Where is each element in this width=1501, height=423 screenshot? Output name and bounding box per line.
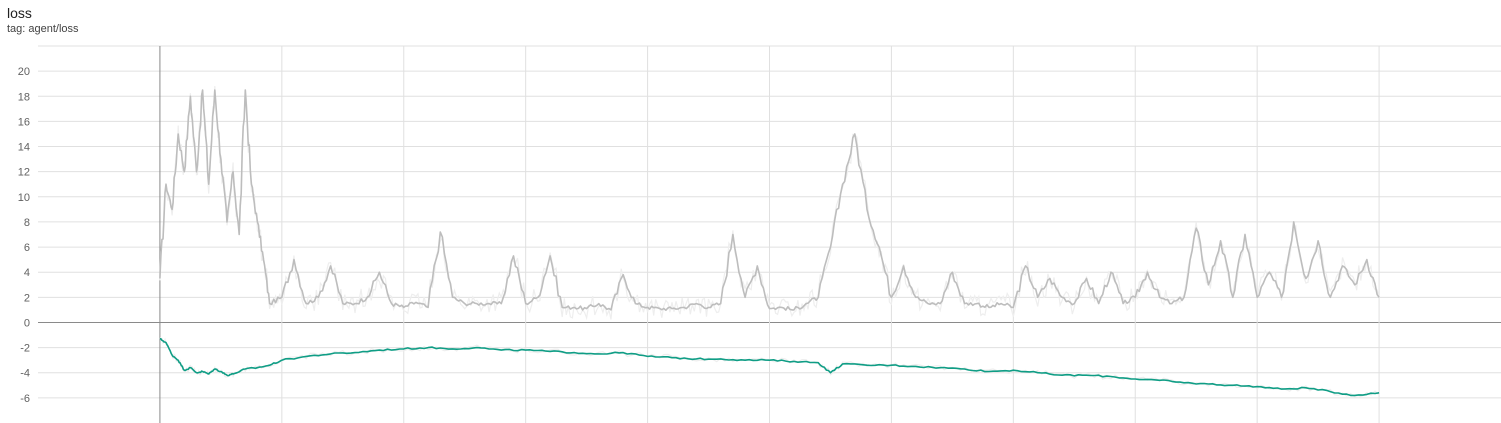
- y-tick-label: 0: [24, 317, 30, 329]
- y-tick-label: -2: [20, 343, 30, 355]
- y-tick-label: -4: [20, 368, 30, 380]
- y-tick-labels: -6 -4 -2 0 2 4 6 8 10 12 14 16 18 20: [18, 66, 30, 405]
- y-tick-label: 16: [18, 116, 30, 128]
- y-tick-label: 4: [24, 267, 30, 279]
- y-tick-label: 10: [18, 192, 30, 204]
- y-tick-label: 2: [24, 292, 30, 304]
- y-tick-label: 6: [24, 242, 30, 254]
- y-tick-label: 18: [18, 91, 30, 103]
- y-tick-label: 8: [24, 217, 30, 229]
- series-line-1[interactable]: [159, 338, 1380, 397]
- series-layer: [159, 85, 1380, 398]
- chart-title: loss: [7, 5, 32, 21]
- y-tick-label: 20: [18, 66, 30, 78]
- y-tick-label: 12: [18, 167, 30, 179]
- y-tick-label: -6: [20, 393, 30, 405]
- y-tick-label: 14: [18, 142, 30, 154]
- chart-tag: tag: agent/loss: [7, 23, 79, 35]
- series-line-0[interactable]: [159, 89, 1380, 311]
- grid-layer: [38, 45, 1501, 423]
